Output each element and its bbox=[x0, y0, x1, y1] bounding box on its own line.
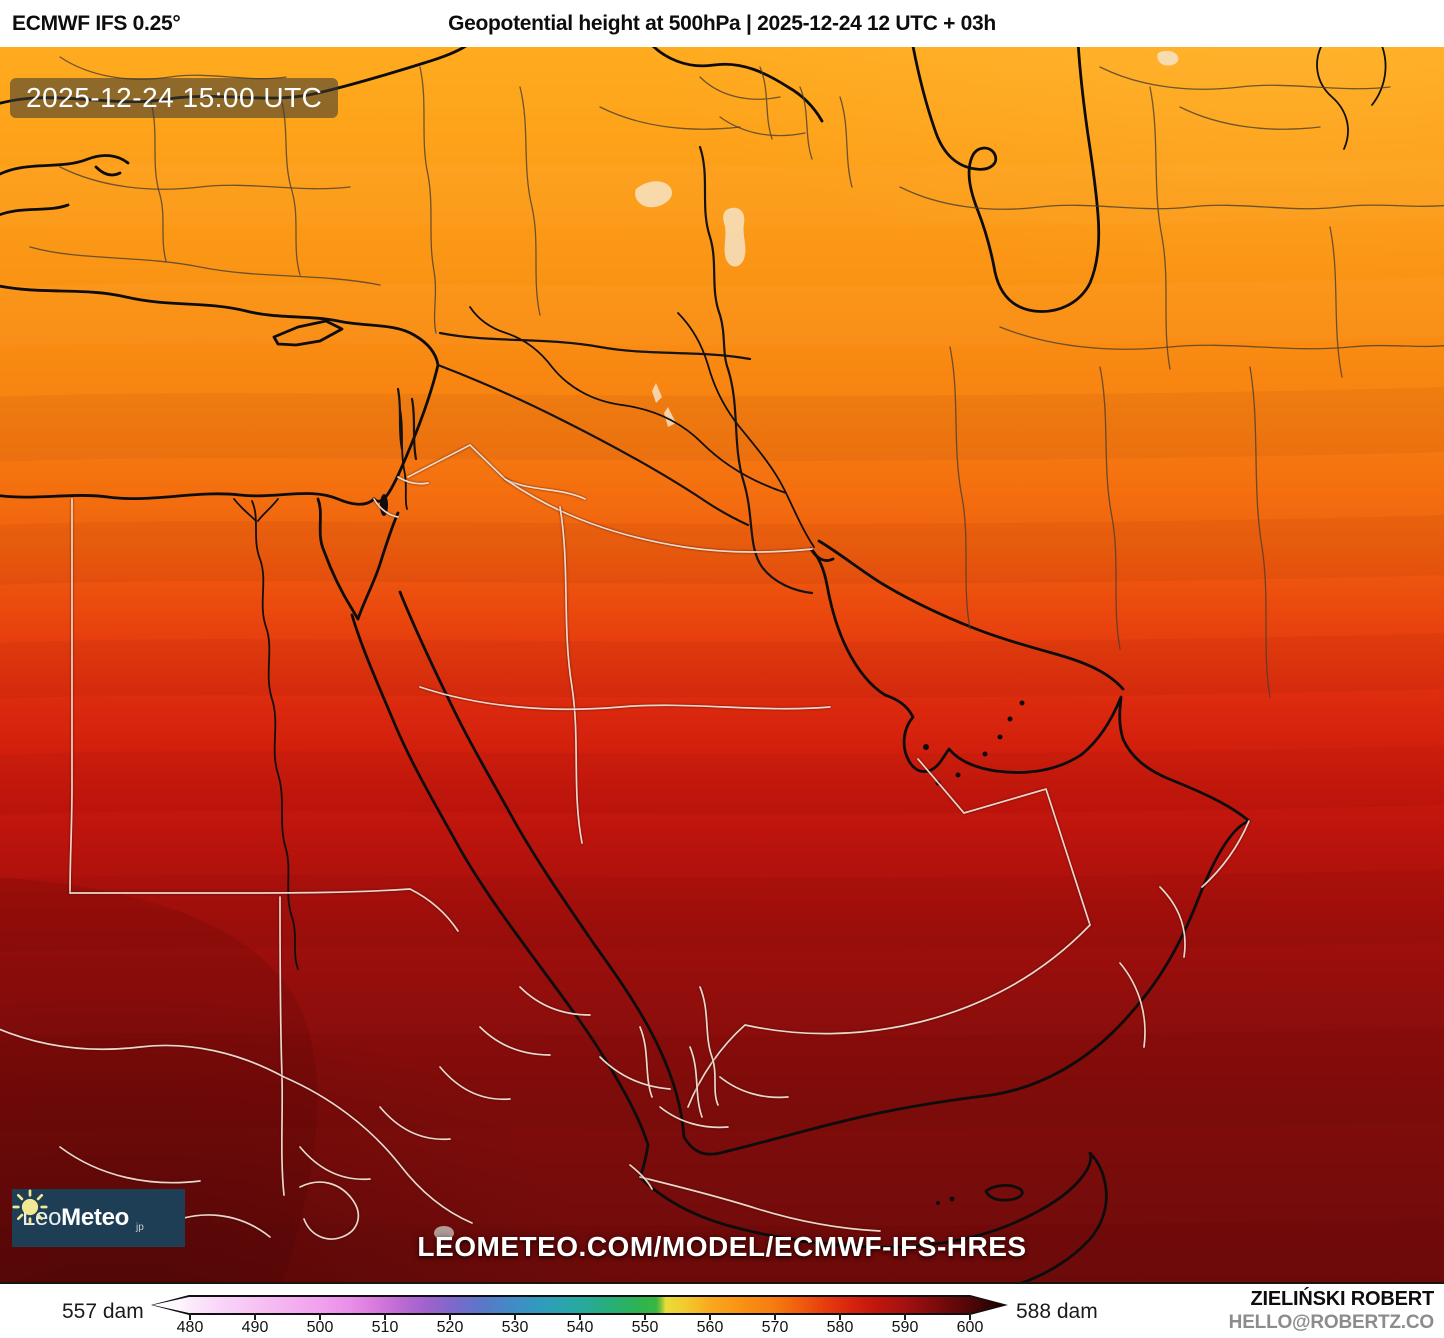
footer-bar: 557 dam 480 490 500 510 520 530 540 550 560 570 58… bbox=[0, 1284, 1444, 1338]
colorbar-tick-label: 510 bbox=[371, 1319, 399, 1336]
weather-map-canvas: 2025-12-24 15:00 UTC LeoMeteo jp LEOMETE… bbox=[0, 47, 1444, 1284]
gulf-of-aden-coast bbox=[638, 1143, 1108, 1282]
admin-borders-north bbox=[29, 56, 1444, 698]
persian-gulf-north-coast bbox=[817, 539, 1125, 691]
colorbar-bar bbox=[153, 1297, 1006, 1313]
colorbar-tick-label: 560 bbox=[696, 1319, 724, 1336]
colorbar-max-label: 588 dam bbox=[1016, 1300, 1098, 1323]
colorbar-ticks: 480 490 500 510 520 530 540 550 560 570 580 590 600 bbox=[153, 1313, 1006, 1338]
colorbar-tick-label: 570 bbox=[761, 1319, 789, 1336]
national-borders-dark bbox=[396, 145, 814, 595]
colorbar-tick bbox=[384, 1313, 386, 1320]
colorbar-tick bbox=[904, 1313, 906, 1320]
lakes-layer bbox=[434, 50, 1179, 1240]
logo-suffix: jp bbox=[136, 1222, 144, 1233]
credit-email: HELLO@ROBERTZ.CO bbox=[1228, 1312, 1435, 1333]
header-bar: ECMWF IFS 0.25° Geopotential height at 5… bbox=[0, 0, 1444, 47]
tigris-river bbox=[677, 312, 815, 548]
colorbar-tick bbox=[839, 1313, 841, 1320]
colorbar-tick-label: 590 bbox=[891, 1319, 919, 1336]
credit-name: ZIELIŃSKI ROBERT bbox=[1250, 1288, 1435, 1310]
lake-urmia bbox=[723, 207, 746, 267]
colorbar-tick-label: 550 bbox=[631, 1319, 659, 1336]
caspian-sea-coast bbox=[911, 47, 1101, 313]
dark-lowland-shading bbox=[0, 877, 318, 1282]
map-borders-overlay bbox=[0, 47, 1444, 1282]
page-title: Geopotential height at 500hPa | 2025-12-… bbox=[448, 12, 996, 35]
colorbar-tick bbox=[644, 1313, 646, 1320]
colorbar-tick bbox=[514, 1313, 516, 1320]
lake-van bbox=[635, 181, 673, 208]
socotra-island bbox=[984, 1184, 1024, 1202]
model-label: ECMWF IFS 0.25° bbox=[12, 12, 181, 35]
leometeo-logo: LeoMeteo jp bbox=[12, 1189, 185, 1247]
admin-borders-south bbox=[0, 443, 1250, 1240]
credits-block: ZIELIŃSKI ROBERT HELLO@ROBERTZ.CO bbox=[1228, 1287, 1435, 1335]
cyprus-island bbox=[272, 319, 344, 347]
colorbar-tick-label: 540 bbox=[566, 1319, 594, 1336]
red-sea-west-coast bbox=[350, 613, 650, 1147]
colorbar-tick bbox=[774, 1313, 776, 1320]
colorbar-tick-label: 600 bbox=[956, 1319, 984, 1336]
arabia-coast bbox=[398, 590, 1251, 1156]
dead-sea bbox=[380, 494, 388, 516]
rivers-layer bbox=[233, 47, 1387, 970]
colorbar-tick-label: 580 bbox=[826, 1319, 854, 1336]
timestamp-badge: 2025-12-24 15:00 UTC bbox=[10, 78, 339, 118]
colorbar-tick bbox=[254, 1313, 256, 1320]
colorbar-tick-label: 480 bbox=[176, 1319, 204, 1336]
sun-icon bbox=[12, 1189, 48, 1225]
colorbar-tick-label: 490 bbox=[241, 1319, 269, 1336]
persian-gulf-south-coast bbox=[809, 547, 1125, 774]
colorbar-tick-label: 530 bbox=[501, 1319, 529, 1336]
colorbar-tick bbox=[449, 1313, 451, 1320]
sinai-coast bbox=[316, 497, 400, 621]
mediterranean-coast bbox=[0, 284, 440, 506]
colorbar-tick bbox=[579, 1313, 581, 1320]
colorbar-tick bbox=[189, 1313, 191, 1320]
colorbar-tick bbox=[709, 1313, 711, 1320]
colorbar-min-label: 557 dam bbox=[62, 1300, 144, 1323]
colorbar-tick-label: 500 bbox=[306, 1319, 334, 1336]
colorbar-tick bbox=[319, 1313, 321, 1320]
euphrates-river bbox=[469, 306, 787, 494]
colorbar-tick-label: 520 bbox=[436, 1319, 464, 1336]
contour-bands bbox=[0, 157, 1444, 1282]
watermark-url: LEOMETEO.COM/MODEL/ECMWF-IFS-HRES bbox=[417, 1231, 1027, 1262]
colorbar-tick bbox=[969, 1313, 971, 1320]
nile-river bbox=[251, 500, 299, 970]
